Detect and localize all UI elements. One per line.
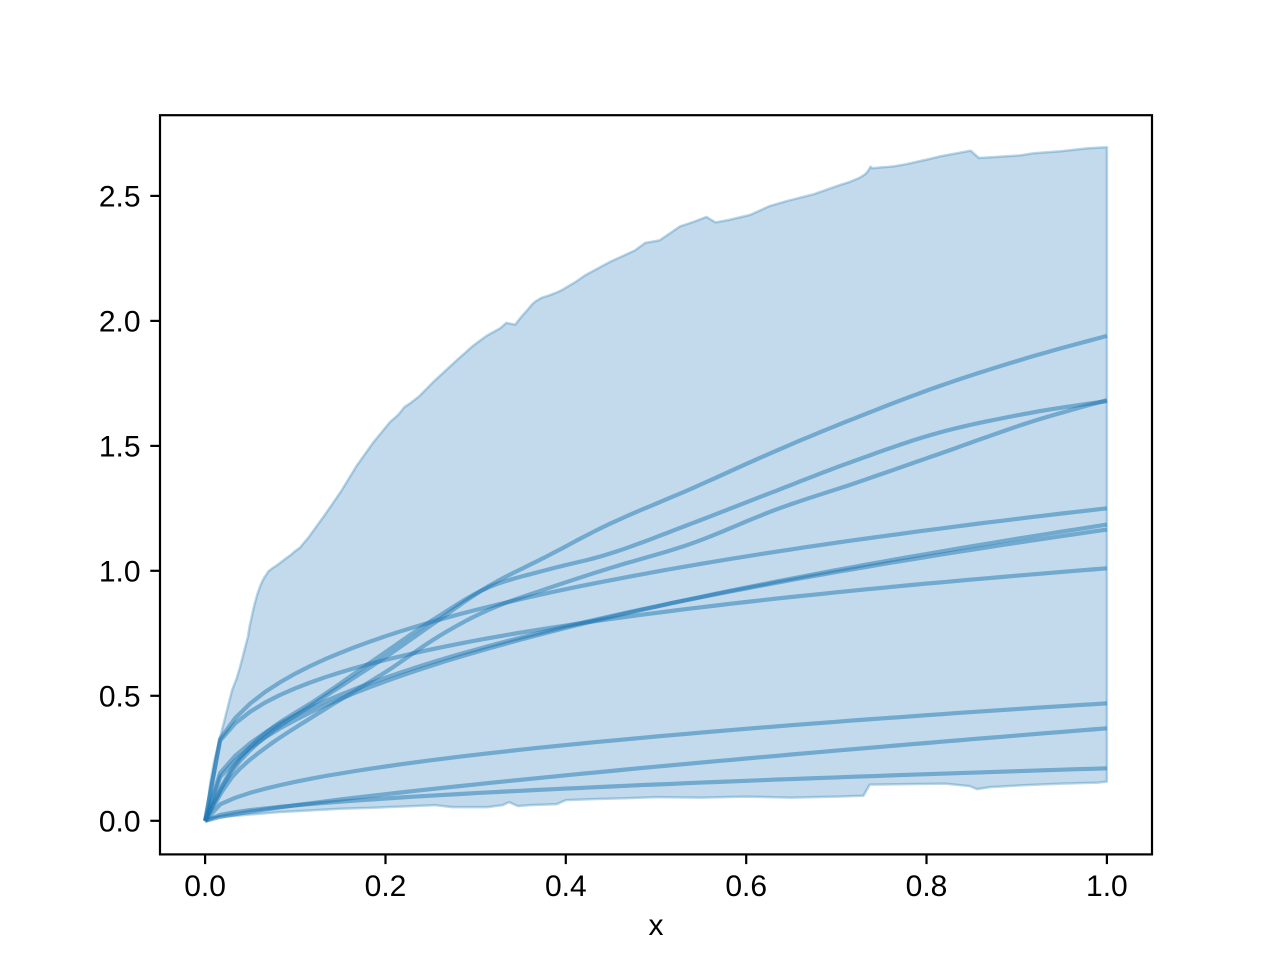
svg-text:2.5: 2.5: [99, 180, 141, 213]
svg-text:2.0: 2.0: [99, 305, 141, 338]
svg-text:1.0: 1.0: [1086, 870, 1128, 903]
svg-text:0.0: 0.0: [99, 805, 141, 838]
svg-text:0.4: 0.4: [545, 870, 587, 903]
svg-text:1.0: 1.0: [99, 555, 141, 588]
svg-text:0.0: 0.0: [184, 870, 226, 903]
svg-text:0.5: 0.5: [99, 680, 141, 713]
svg-text:1.5: 1.5: [99, 430, 141, 463]
svg-text:0.2: 0.2: [365, 870, 407, 903]
svg-text:0.6: 0.6: [725, 870, 767, 903]
svg-text:0.8: 0.8: [906, 870, 948, 903]
svg-text:x: x: [649, 909, 664, 942]
